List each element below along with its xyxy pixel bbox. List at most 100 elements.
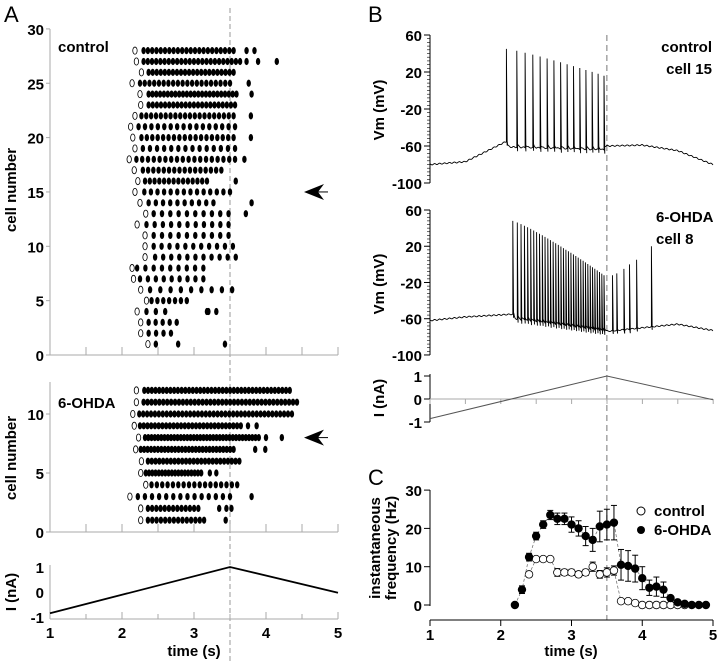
raster-control-spike-marker <box>155 188 160 196</box>
raster-control-spike-marker <box>168 188 173 196</box>
raster-control-spike-marker <box>222 90 228 98</box>
raster-control-first-spike-marker <box>137 198 143 207</box>
raster-6ohda-spike-marker <box>215 410 220 418</box>
raster-control-spike-marker <box>139 112 144 120</box>
raster-6ohda-spike-marker <box>201 422 206 430</box>
raster-6ohda-spike-marker <box>243 398 249 406</box>
raster-6ohda-spike-marker <box>192 398 197 406</box>
freq-6ohda-data-point <box>574 524 583 533</box>
raster-6ohda-spike-marker <box>162 504 167 512</box>
raster-6ohda-spike-marker <box>217 445 223 453</box>
raster-6ohda-spike-marker <box>166 504 172 512</box>
raster-control-spike-marker <box>211 112 217 120</box>
raster-6ohda-spike-marker <box>238 410 244 418</box>
raster-control-spike-marker <box>142 123 148 131</box>
freq-control-data-point <box>574 570 583 579</box>
raster-control-first-spike-marker <box>133 57 139 66</box>
raster-control-spike-marker <box>140 166 146 174</box>
raster-control-spike-marker <box>161 166 167 174</box>
raster-control-spike-marker <box>193 166 198 174</box>
raster-control-spike-marker <box>199 68 204 76</box>
raster-control-spike-marker <box>232 101 238 109</box>
raster-6ohda-spike-marker <box>242 386 248 394</box>
raster-6ohda-spike-marker <box>207 410 212 418</box>
raster-6ohda-spike-marker <box>180 398 186 406</box>
raster-control-spike-marker <box>184 47 189 55</box>
raster-control-spike-marker <box>169 155 174 163</box>
raster-control-spike-marker <box>176 210 181 218</box>
raster-control-y-tick-label: 0 <box>36 348 44 365</box>
raster-6ohda-spike-marker <box>146 469 152 477</box>
raster-6ohda-first-spike-marker <box>135 433 142 442</box>
freq-6ohda-data-point <box>687 600 696 610</box>
raster-control-spike-marker <box>159 210 165 218</box>
current-a-y-tick-label: -1 <box>31 610 44 627</box>
raster-6ohda-spike-marker <box>250 386 255 394</box>
raster-6ohda-spike-marker <box>217 504 222 512</box>
raster-control-spike-marker <box>197 144 202 153</box>
raster-control-spike-marker <box>153 340 159 348</box>
raster-control-spike-marker <box>161 297 166 305</box>
raster-6ohda-spike-marker <box>261 386 266 394</box>
raster-control-spike-marker <box>199 286 204 294</box>
raster-control-spike-marker <box>184 210 190 218</box>
raster-control-spike-marker <box>209 286 214 294</box>
raster-6ohda-spike-marker <box>242 410 248 418</box>
raster-control-spike-marker <box>209 210 215 218</box>
raster-6ohda-spike-marker <box>149 398 154 406</box>
raster-6ohda-spike-marker <box>135 493 141 501</box>
raster-control-spike-marker <box>144 307 149 316</box>
vm-control-ylabel: Vm (mV) <box>371 80 388 141</box>
raster-control-spike-marker <box>174 123 180 131</box>
raster-control-spike-marker <box>244 47 249 55</box>
raster-control-spike-marker <box>249 199 254 207</box>
current-b-ramp-line <box>429 375 714 420</box>
raster-6ohda-y-tick-label: 5 <box>36 466 44 483</box>
raster-6ohda-spike-marker <box>282 398 288 406</box>
raster-6ohda-spike-marker <box>154 504 159 512</box>
raster-6ohda-spike-marker <box>212 386 218 394</box>
freq-y-tick-label: 30 <box>405 483 422 500</box>
raster-control-spike-marker <box>152 79 157 87</box>
raster-control-spike-marker <box>216 57 222 66</box>
raster-6ohda-spike-marker <box>141 398 146 406</box>
raster-control-spike-marker <box>206 242 212 250</box>
raster-control-spike-marker <box>234 90 239 98</box>
raster-control-y-tick-label: 5 <box>36 294 44 311</box>
raster-6ohda-spike-marker <box>235 481 240 489</box>
raster-control-y-tick-label: 25 <box>27 76 44 93</box>
raster-6ohda-spike-marker <box>159 434 164 442</box>
raster-6ohda-spike-marker <box>266 410 271 418</box>
raster-6ohda-spike-marker <box>207 434 213 442</box>
raster-control-spike-marker <box>196 90 201 98</box>
vm-control-y-tick-label: -20 <box>400 102 422 119</box>
raster-control-spike-marker <box>200 123 206 131</box>
raster-control-spike-marker <box>194 188 200 196</box>
raster-6ohda-spike-marker <box>279 434 285 442</box>
raster-6ohda-spike-marker <box>176 445 181 453</box>
raster-control-spike-marker <box>152 220 157 229</box>
raster-control-spike-marker <box>186 155 191 163</box>
raster-6ohda-spike-marker <box>203 445 209 453</box>
raster-control-spike-marker <box>162 57 167 66</box>
raster-control-spike-marker <box>195 101 201 109</box>
raster-control-spike-marker <box>182 199 187 207</box>
raster-6ohda-spike-marker <box>229 457 234 465</box>
raster-control-spike-marker <box>177 253 182 261</box>
raster-6ohda-spike-marker <box>254 422 259 430</box>
raster-control-spike-marker <box>177 166 182 174</box>
raster-control-spike-marker <box>171 47 176 55</box>
a-x-tick-label: 1 <box>46 625 54 642</box>
raster-6ohda-spike-marker <box>196 398 201 406</box>
raster-6ohda-spike-marker <box>166 469 171 477</box>
freq-6ohda-data-point <box>645 583 654 592</box>
raster-6ohda-spike-marker <box>184 516 189 524</box>
current-b-y-tick-label: 0 <box>414 392 422 409</box>
raster-control-first-spike-marker <box>137 90 143 99</box>
raster-6ohda-spike-marker <box>185 434 190 442</box>
raster-6ohda-spike-marker <box>224 481 229 489</box>
raster-control-spike-marker <box>153 318 158 326</box>
raster-6ohda-spike-marker <box>160 481 165 489</box>
raster-6ohda-spike-marker <box>258 410 263 418</box>
raster-6ohda-spike-marker <box>176 398 182 406</box>
